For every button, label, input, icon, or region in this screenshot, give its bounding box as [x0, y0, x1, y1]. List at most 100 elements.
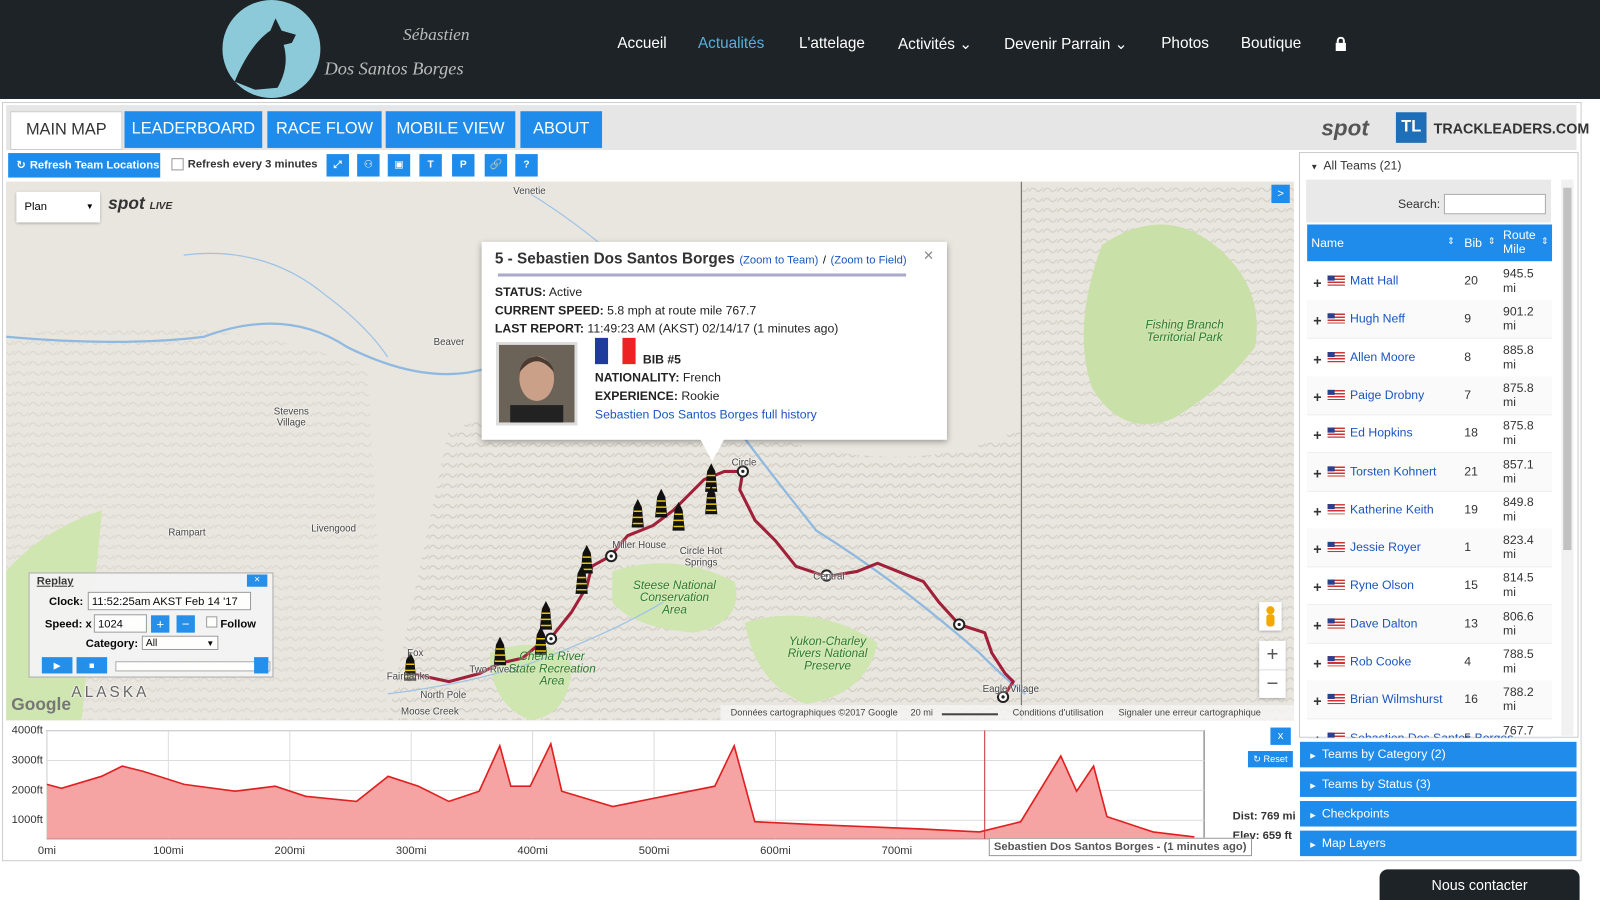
team-name[interactable]: Sebastien Dos Santos Borges	[1349, 730, 1514, 739]
tool-button[interactable]: P	[452, 154, 475, 177]
expand-row[interactable]: +	[1313, 312, 1322, 329]
expand-row[interactable]: +	[1313, 464, 1322, 482]
tab[interactable]: MAIN MAP	[10, 111, 123, 150]
scrollbar[interactable]	[1561, 179, 1574, 736]
column-header[interactable]: Route Mile	[1503, 227, 1536, 257]
expand-row[interactable]: +	[1313, 426, 1322, 444]
team-name[interactable]: Ryne Olson	[1349, 577, 1414, 593]
contact-button[interactable]: Nous contacter	[1379, 869, 1580, 900]
team-name[interactable]: Brian Wilmshurst	[1349, 692, 1443, 707]
tool-button[interactable]: 🔗	[484, 154, 508, 177]
speed-input[interactable]: 1024	[93, 614, 147, 633]
team-marker[interactable]	[655, 488, 668, 518]
follow-checkbox[interactable]	[206, 616, 218, 628]
tab[interactable]: LEADERBOARD	[124, 111, 263, 148]
tab[interactable]: ABOUT	[520, 111, 603, 148]
team-name[interactable]: Rob Cooke	[1349, 654, 1412, 669]
popup-close[interactable]: ×	[923, 245, 934, 266]
team-name[interactable]: Matt Hall	[1349, 273, 1399, 288]
slider-handle[interactable]	[254, 657, 269, 674]
nav-item[interactable]: Accueil	[617, 34, 667, 53]
team-name[interactable]: Torsten Kohnert	[1349, 463, 1437, 479]
profile-close[interactable]: x	[1270, 727, 1291, 745]
tool-button[interactable]: ⤢	[326, 154, 349, 177]
nav-item[interactable]: L'attelage	[798, 34, 865, 53]
expand-row[interactable]: +	[1313, 388, 1322, 405]
expand-row[interactable]: +	[1313, 350, 1322, 367]
tab[interactable]: RACE FLOW	[267, 111, 382, 148]
team-marker[interactable]	[404, 652, 417, 681]
street-view[interactable]	[1259, 602, 1282, 631]
scroll-thumb[interactable]	[1563, 187, 1572, 550]
terms[interactable]: Conditions d'utilisation	[1012, 707, 1104, 718]
sort-icon[interactable]: ⇕	[1446, 235, 1455, 246]
team-name[interactable]: Jessie Royer	[1349, 539, 1421, 555]
category-select[interactable]: All ▼	[141, 635, 219, 650]
team-marker[interactable]	[631, 498, 644, 528]
team-marker[interactable]	[575, 565, 588, 594]
expand-row[interactable]: +	[1313, 693, 1322, 710]
nav-item[interactable]: Photos	[1161, 34, 1209, 53]
tool-button[interactable]: ?	[515, 154, 538, 177]
all-teams-header[interactable]: ▼ All Teams (21)	[1310, 158, 1401, 172]
tab[interactable]: MOBILE VIEW	[385, 111, 516, 148]
expand-row[interactable]: +	[1313, 655, 1322, 672]
expand-row[interactable]: +	[1313, 578, 1322, 596]
accordion[interactable]: ▶ Teams by Status (3)	[1299, 771, 1577, 797]
auto-refresh-checkbox[interactable]	[171, 158, 184, 171]
team-marker[interactable]	[580, 544, 593, 574]
team-marker[interactable]	[539, 601, 553, 630]
accordion[interactable]: ▶ Map Layers	[1299, 830, 1577, 857]
zoom-team[interactable]: (Zoom to Team)	[739, 254, 819, 267]
speed-up[interactable]: +	[151, 615, 170, 633]
expand-row[interactable]: +	[1313, 274, 1322, 291]
expand-row[interactable]: +	[1313, 540, 1322, 558]
expand-panel[interactable]: >	[1271, 184, 1290, 204]
replay-close[interactable]: ×	[246, 574, 268, 587]
decoration	[1266, 614, 1275, 627]
nav-item[interactable]: Devenir Parrain ⌄	[1004, 35, 1128, 54]
nav-item[interactable]: Boutique	[1240, 34, 1302, 53]
reset-button[interactable]: ↻ Reset	[1247, 751, 1293, 768]
tool-button[interactable]: ▣	[387, 154, 411, 177]
speed-down[interactable]: −	[176, 615, 195, 633]
clock-input[interactable]: 11:52:25am AKST Feb 14 '17	[87, 591, 252, 611]
team-name[interactable]: Allen Moore	[1349, 349, 1416, 364]
replay-slider[interactable]	[115, 661, 271, 672]
sort-icon[interactable]: ⇕	[1540, 235, 1549, 246]
zoom-in[interactable]: +	[1266, 643, 1279, 667]
zoom-out[interactable]: −	[1259, 669, 1286, 699]
column-header[interactable]: Name	[1311, 235, 1344, 250]
map-type-select[interactable]: Plan ▼	[16, 191, 100, 223]
history-link[interactable]: Sebastien Dos Santos Borges full history	[594, 407, 817, 422]
expand-row[interactable]: +	[1313, 617, 1322, 634]
team-marker[interactable]	[672, 502, 685, 531]
tool-button[interactable]: ⚇	[357, 154, 380, 177]
tool-button[interactable]: T	[419, 154, 442, 177]
nav-item[interactable]: Activités ⌄	[897, 35, 973, 54]
accordion[interactable]: ▶ Checkpoints	[1299, 801, 1577, 827]
team-name[interactable]: Hugh Neff	[1349, 311, 1405, 326]
sort-icon[interactable]: ⇕	[1487, 235, 1496, 246]
nav-item[interactable]: Actualités	[697, 34, 765, 53]
zoom-field[interactable]: (Zoom to Field)	[830, 254, 907, 267]
team-name[interactable]: Ed Hopkins	[1349, 425, 1413, 440]
team-marker[interactable]	[493, 636, 507, 666]
stop-button[interactable]: ■	[76, 657, 108, 674]
logo[interactable]	[214, 0, 336, 99]
column-header[interactable]: Bib	[1464, 235, 1482, 250]
team-marker[interactable]	[705, 485, 718, 515]
play-button[interactable]: ▶	[41, 657, 73, 674]
search-input[interactable]	[1443, 193, 1546, 215]
map[interactable]: Venetie Beaver Stevens Village Rampart Liven…	[6, 181, 1294, 721]
team-name[interactable]: Paige Drobny	[1349, 387, 1425, 402]
report-error[interactable]: Signaler une erreur cartographique	[1118, 707, 1261, 718]
expand-row[interactable]: +	[1313, 502, 1322, 520]
team-marker[interactable]	[534, 626, 547, 656]
team-name[interactable]: Katherine Keith	[1349, 501, 1434, 517]
accordion[interactable]: ▶ Teams by Category (2)	[1299, 741, 1577, 768]
refresh-button[interactable]: ↻ Refresh Team Locations	[8, 153, 161, 178]
expand-row[interactable]: +	[1313, 731, 1321, 737]
team-name[interactable]: Dave Dalton	[1349, 616, 1418, 631]
lock-icon[interactable]	[1335, 36, 1347, 52]
